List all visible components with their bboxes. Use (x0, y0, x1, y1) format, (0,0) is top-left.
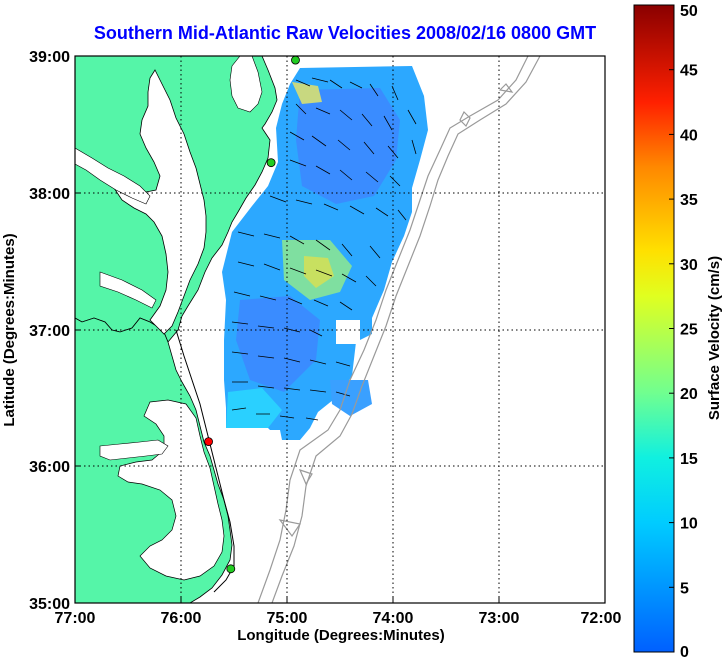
grid-lines (75, 56, 605, 603)
y-tick-label: 37:00 (29, 323, 70, 340)
tick-marks (75, 192, 500, 603)
colorbar-tick-label: 20 (680, 386, 698, 403)
chesapeake-bay (113, 69, 207, 335)
y-tick-label: 36:00 (29, 459, 70, 476)
radar-stations (204, 56, 300, 574)
delaware-bay (229, 56, 263, 113)
x-tick-label: 77:00 (55, 610, 96, 627)
x-tick-label: 75:00 (267, 610, 308, 627)
station-marker-active (266, 158, 276, 168)
station-marker-active (226, 564, 236, 574)
colorbar-tick-label: 5 (680, 580, 689, 597)
colorbar-tick-label: 25 (680, 322, 698, 339)
y-tick-labels: 39:00 38:00 37:00 36:00 35:00 (29, 49, 70, 613)
pamlico-sound (117, 399, 225, 581)
colorbar-tick-label: 40 (680, 127, 698, 144)
y-axis-label: Latitude (Degrees:Minutes) (1, 233, 18, 426)
x-axis-label: Longitude (Degrees:Minutes) (237, 627, 445, 644)
colorbar-tick-label: 35 (680, 192, 698, 209)
velocity-field (222, 66, 428, 440)
chart-title: Southern Mid-Atlantic Raw Velocities 200… (94, 23, 596, 43)
albemarle-sound (99, 439, 169, 461)
colorbar-tick-label: 15 (680, 451, 698, 468)
x-tick-label: 74:00 (373, 610, 414, 627)
bay-inlet (99, 271, 157, 309)
x-tick-label: 76:00 (161, 610, 202, 627)
colorbar-tick-label: 10 (680, 516, 698, 533)
colorbar-tick-label: 45 (680, 63, 698, 80)
station-marker-offline (204, 437, 213, 447)
colorbar-label: Surface Velocity (cm/s) (706, 256, 723, 420)
potomac-river (75, 147, 151, 205)
colorbar-tick-label: 50 (680, 3, 698, 20)
x-tick-label: 73:00 (479, 610, 520, 627)
velocity-arrows (231, 77, 417, 421)
bathymetry-contours (257, 56, 541, 603)
map-plot-area (75, 56, 605, 603)
x-tick-label: 72:00 (581, 610, 622, 627)
y-tick-label: 39:00 (29, 49, 70, 66)
y-tick-label: 38:00 (29, 186, 70, 203)
colorbar-tick-label: 30 (680, 257, 698, 274)
x-tick-labels: 77:00 76:00 75:00 74:00 73:00 72:00 (55, 610, 622, 627)
y-tick-label: 35:00 (29, 596, 70, 613)
colorbar-ticks: 0 5 10 15 20 25 30 35 40 45 50 (669, 3, 698, 659)
station-marker-active (291, 56, 300, 65)
colorbar-tick-label: 0 (680, 644, 689, 659)
colorbar (633, 4, 675, 653)
